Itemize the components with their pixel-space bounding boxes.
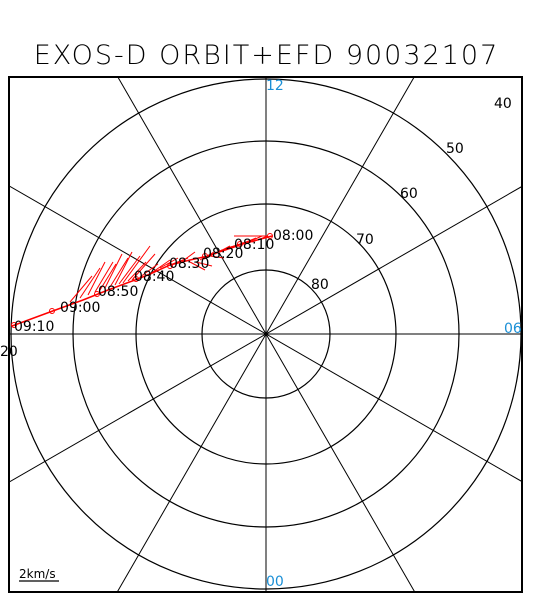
time-label-0810: 08:10 (234, 237, 274, 253)
time-label-0910: 09:10 (14, 319, 54, 335)
latitude-label-50: 50 (446, 141, 464, 157)
latitude-label-60: 60 (400, 186, 418, 202)
time-markers (11, 233, 273, 328)
latitude-label-80: 80 (311, 277, 329, 293)
time-label-0820: 08:20 (203, 246, 243, 262)
mlt-label-12: 12 (266, 78, 284, 94)
efd-vectors (69, 235, 269, 303)
time-label-0830: 08:30 (169, 256, 209, 272)
time-label-0800: 08:00 (273, 228, 313, 244)
mlt-label-00: 00 (266, 574, 284, 590)
plot-title: EXOS-D ORBIT+EFD 90032107 (33, 40, 500, 71)
plot-frame (8, 76, 523, 593)
meridian-08-20 (10, 186, 521, 483)
scale-label: 2km/s (19, 567, 56, 581)
mlt-label-06: 06 (504, 321, 522, 337)
mlt-label-20: 20 (0, 344, 18, 360)
time-label-0850: 08:50 (98, 284, 138, 300)
time-label-0840: 08:40 (134, 269, 174, 285)
time-label-0900: 09:00 (60, 300, 100, 316)
latitude-label-70: 70 (356, 232, 374, 248)
latitude-label-40: 40 (494, 96, 512, 112)
